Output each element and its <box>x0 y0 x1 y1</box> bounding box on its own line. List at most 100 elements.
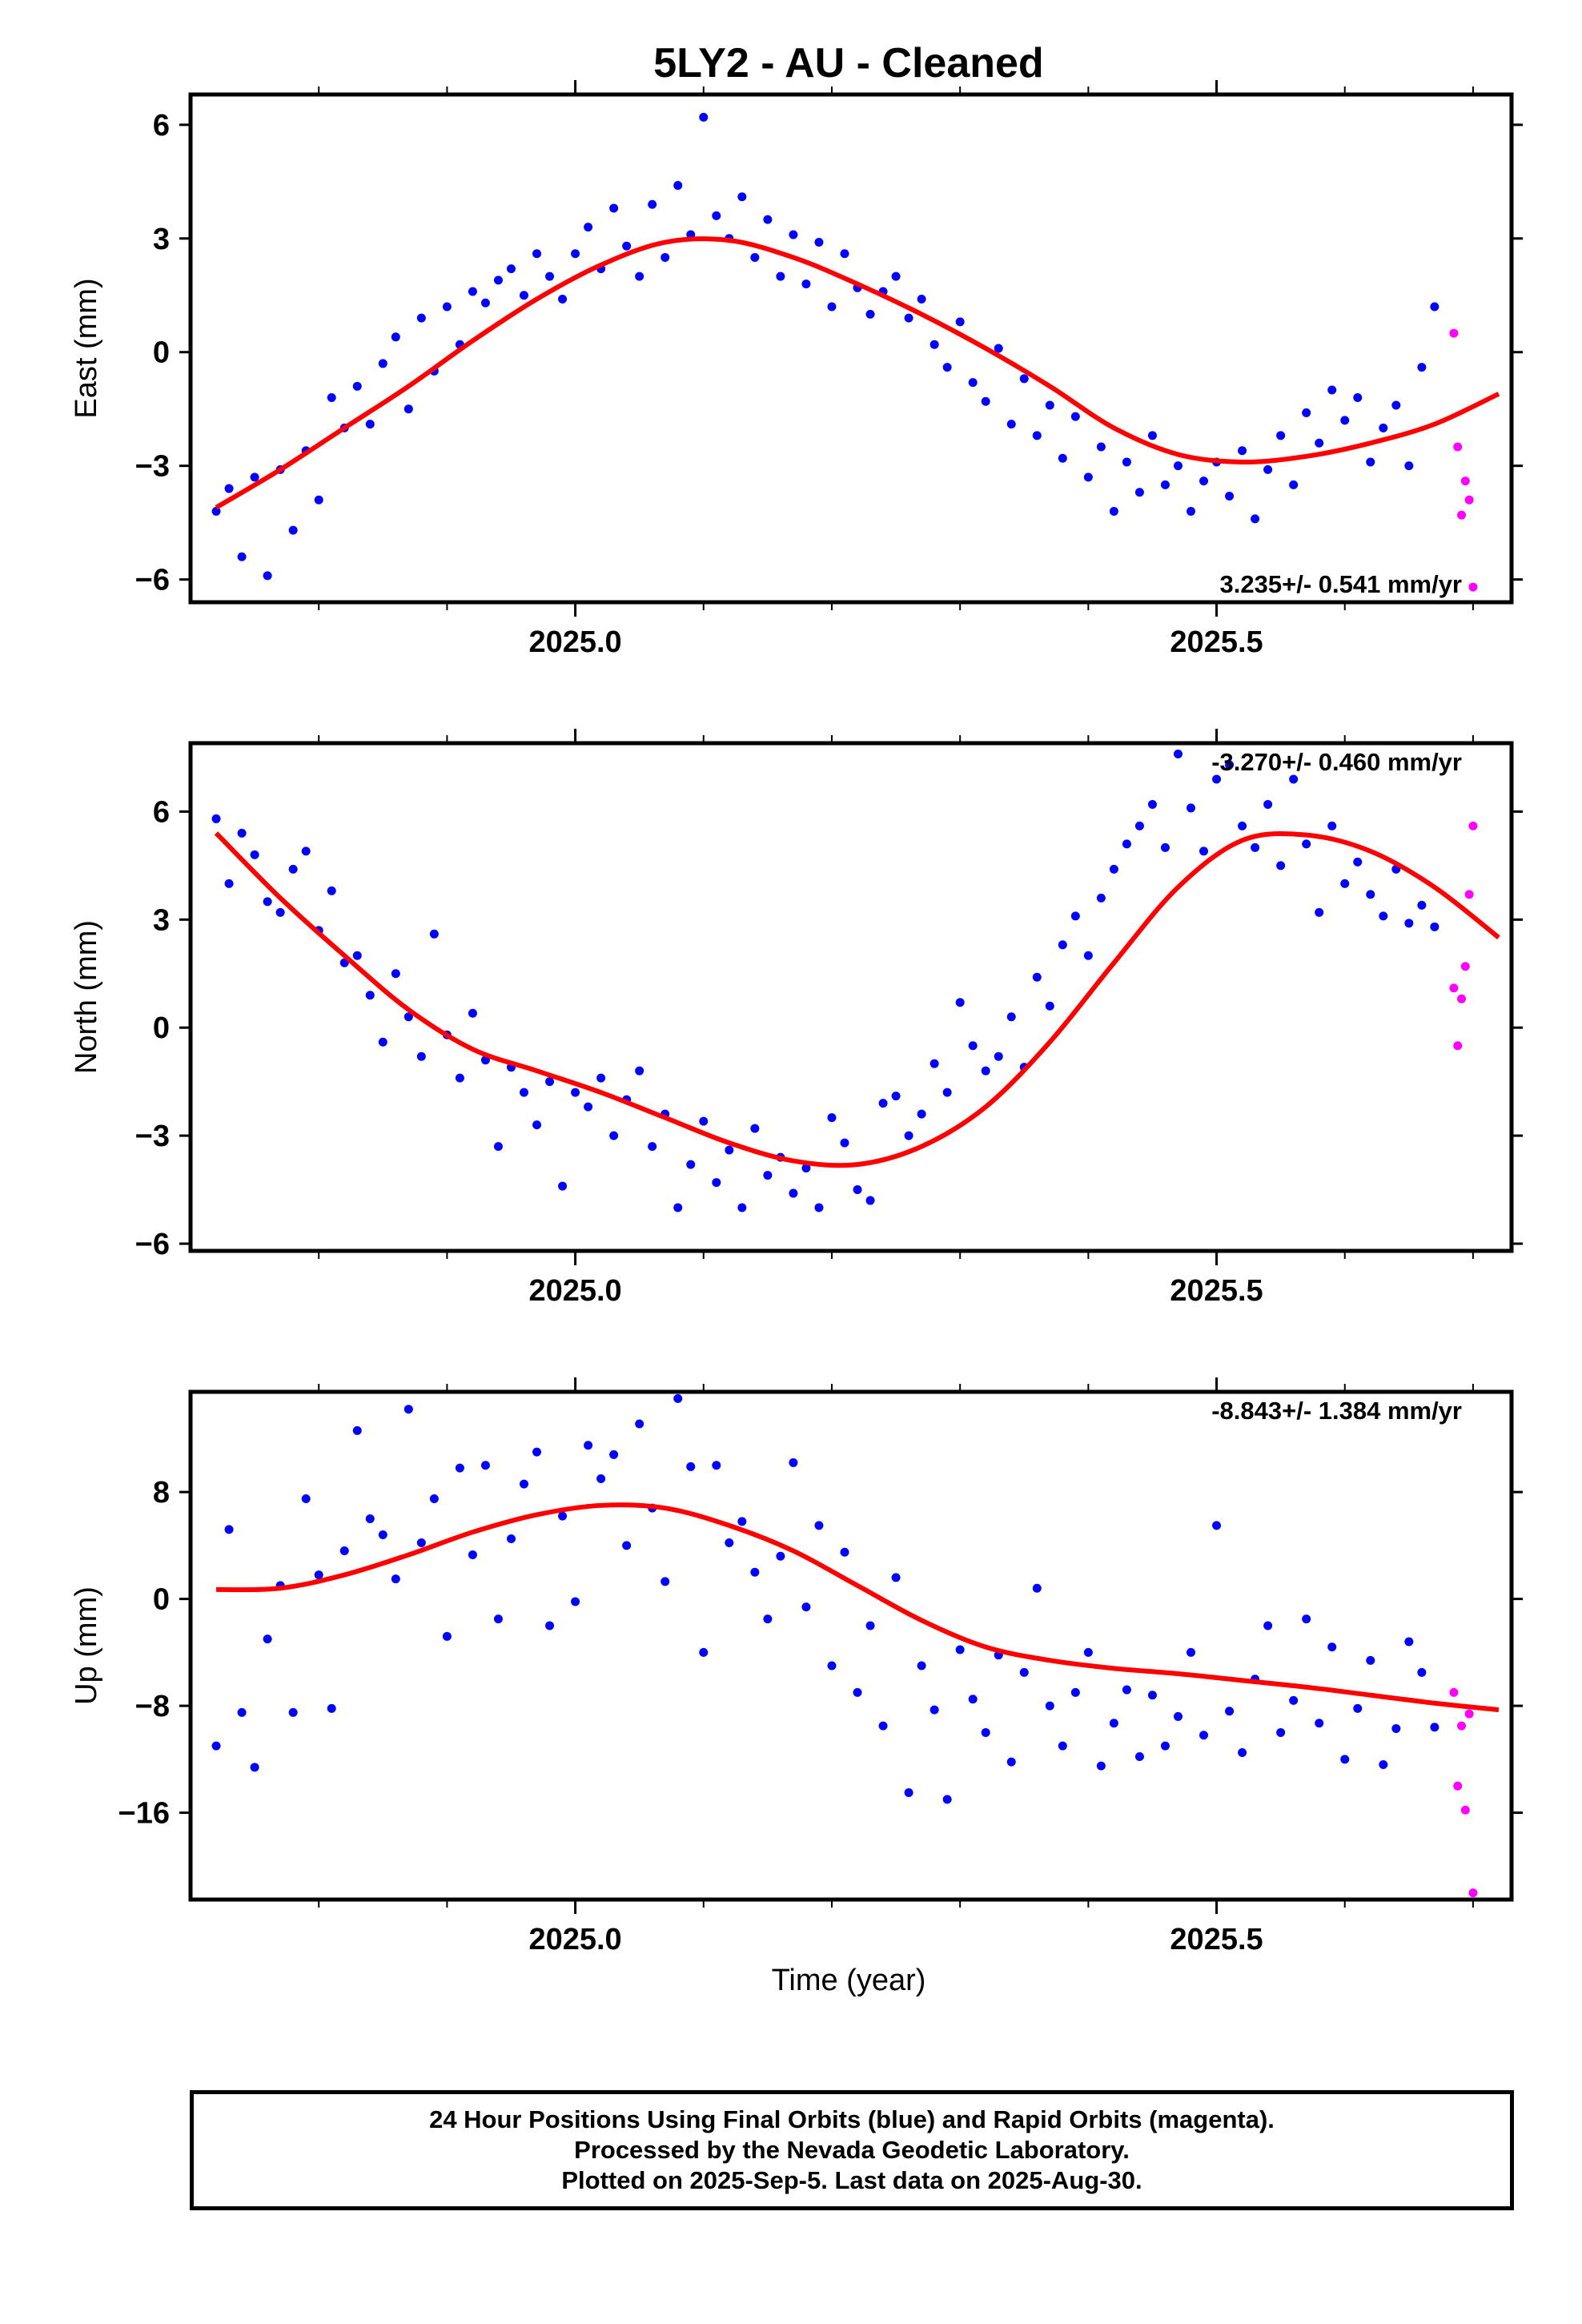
chart-0-final-point <box>814 238 824 247</box>
chart-0-final-point <box>840 249 849 259</box>
chart-2-final-point <box>352 1425 362 1435</box>
chart-1-final-point <box>404 1012 413 1022</box>
chart-0-final-point <box>776 271 785 281</box>
chart-2-final-point <box>1122 1685 1131 1695</box>
chart-2-final-point <box>1134 1751 1144 1761</box>
chart-2-final-point <box>1032 1583 1042 1593</box>
chart-1-final-point <box>865 1196 875 1205</box>
chart-0-final-point <box>468 287 477 296</box>
chart-0-final-point <box>391 332 400 342</box>
chart-1-final-point <box>1070 911 1080 921</box>
chart-2-fit-curve <box>215 1502 1500 1713</box>
chart-2-final-point <box>1096 1761 1106 1771</box>
chart-1-final-point <box>750 1124 760 1133</box>
chart-0-final-point <box>648 199 657 209</box>
chart-0-final-point <box>211 506 221 516</box>
chart-2-final-point <box>1160 1741 1170 1751</box>
chart-2-final-point <box>712 1461 721 1470</box>
chart-1-final-point <box>263 897 272 907</box>
chart-1-final-point <box>391 969 400 979</box>
chart-2-final-point <box>750 1567 760 1577</box>
chart-2-final-point <box>776 1551 785 1561</box>
chart-0-final-point <box>416 313 426 323</box>
caption-line-plotted: Plotted on 2025-Sep-5. Last data on 2025… <box>561 2166 1142 2194</box>
chart-0-final-point <box>1045 400 1054 410</box>
caption-box: 24 Hour Positions Using Final Orbits (bl… <box>190 2090 1514 2210</box>
chart-1-final-point <box>930 1059 939 1068</box>
chart-2-rapid-point <box>1457 1721 1467 1731</box>
chart-2-final-point <box>1238 1747 1247 1757</box>
chart-2-final-point <box>596 1474 606 1483</box>
chart-0-final-point <box>1109 506 1118 516</box>
chart-1-rate-annotation: -3.270+/- 0.460 mm/yr <box>1211 748 1462 776</box>
chart-1-final-point <box>635 1066 644 1076</box>
chart-2-final-point <box>571 1597 580 1606</box>
chart-2-final-point <box>1109 1719 1118 1728</box>
chart-2-final-point <box>1417 1667 1427 1677</box>
chart-1-final-point <box>1327 821 1337 830</box>
chart-0-y-tick-label: 6 <box>153 109 170 143</box>
chart-0-final-point <box>545 271 555 281</box>
chart-1-final-point <box>571 1088 580 1097</box>
chart-2-final-point <box>1045 1701 1054 1711</box>
x-axis-label: Time (year) <box>772 1964 926 1997</box>
chart-2-final-point <box>250 1763 259 1772</box>
chart-2-final-point <box>1366 1655 1375 1665</box>
chart-1-final-point <box>1134 821 1144 830</box>
chart-2-plot-area <box>211 1393 1500 1898</box>
chart-0-final-point <box>661 252 670 262</box>
chart-2-final-point <box>442 1631 452 1641</box>
chart-1-final-point <box>275 907 285 917</box>
chart-1-final-point <box>942 1088 952 1097</box>
chart-2-rapid-point <box>1453 1781 1463 1791</box>
chart-0-final-point <box>1083 472 1093 482</box>
chart-1-final-point <box>1353 857 1363 866</box>
chart-2-final-point <box>506 1534 516 1544</box>
chart-1-final-point <box>1212 774 1222 784</box>
chart-2-final-point <box>391 1574 400 1584</box>
chart-2-final-point <box>609 1449 619 1459</box>
chart-1-final-point <box>673 1203 683 1212</box>
chart-1-final-point <box>878 1099 888 1108</box>
chart-0-final-point <box>609 203 619 213</box>
chart-1-frame <box>188 741 1514 1253</box>
chart-1-final-point <box>288 864 298 874</box>
chart-0-final-point <box>365 420 375 429</box>
chart-2-final-point <box>480 1461 490 1470</box>
chart-1-final-point <box>1225 760 1235 770</box>
figure-title: 5LY2 - AU - Cleaned <box>653 40 1043 86</box>
chart-2-final-point <box>404 1405 413 1414</box>
chart-1-final-point <box>814 1203 824 1212</box>
chart-2-final-point <box>1276 1727 1286 1737</box>
chart-0-final-point <box>378 359 387 368</box>
chart-1-final-point <box>699 1116 709 1126</box>
chart-0-final-point <box>635 271 644 281</box>
chart-0-final-point <box>1122 457 1131 467</box>
chart-0-final-point <box>1315 438 1324 448</box>
chart-2-final-point <box>699 1647 709 1657</box>
chart-0-final-point <box>1173 461 1182 471</box>
chart-0-final-point <box>558 294 568 304</box>
chart-0-final-point <box>1199 476 1209 486</box>
chart-1-final-point <box>1199 846 1209 856</box>
chart-1-x-tick-label: 2025.5 <box>1170 1274 1263 1308</box>
chart-1-final-point <box>1006 1012 1016 1022</box>
chart-1-final-point <box>378 1037 387 1047</box>
chart-1-final-point <box>994 1051 1003 1061</box>
chart-0-final-point <box>1186 506 1196 516</box>
chart-1-final-point <box>648 1142 657 1152</box>
chart-2-y-tick-label: 0 <box>153 1583 170 1617</box>
chart-0-final-point <box>1391 400 1401 410</box>
chart-1-y-axis-label: North (mm) <box>70 920 103 1074</box>
chart-1-final-point <box>237 828 247 838</box>
chart-1-final-point <box>211 814 221 823</box>
chart-1-final-point <box>1109 864 1118 874</box>
chart-0-final-point <box>1251 514 1260 524</box>
chart-1-final-point <box>981 1066 990 1076</box>
chart-0-final-point <box>942 363 952 372</box>
chart-1-final-point <box>455 1073 464 1083</box>
chart-0-x-tick-label: 2025.5 <box>1170 625 1263 659</box>
chart-1-final-point <box>250 850 259 859</box>
chart-2-final-point <box>237 1707 247 1717</box>
chart-1-final-point <box>468 1008 477 1018</box>
